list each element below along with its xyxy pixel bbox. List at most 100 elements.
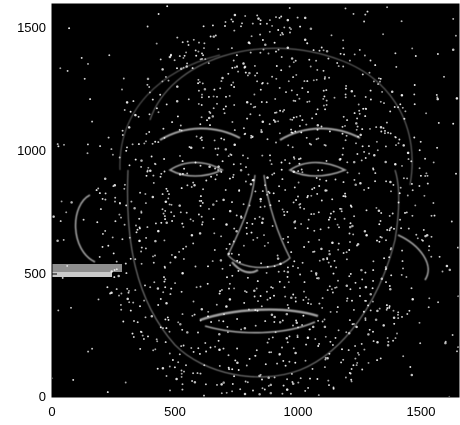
feature-dot — [239, 169, 243, 172]
feature-dot — [299, 206, 302, 209]
feature-dot — [234, 359, 237, 362]
feature-dot — [418, 185, 421, 187]
feature-dot — [297, 170, 300, 173]
feature-dot — [152, 261, 155, 264]
feature-dot — [336, 62, 339, 64]
feature-dot — [342, 47, 345, 50]
feature-dot — [118, 201, 121, 204]
feature-dot — [410, 182, 413, 185]
feature-dot — [202, 146, 205, 149]
feature-dot — [134, 289, 137, 292]
feature-dot — [382, 127, 385, 130]
feature-dot — [320, 125, 323, 128]
feature-dot — [385, 281, 387, 284]
feature-dot — [178, 173, 182, 176]
feature-dot — [165, 221, 168, 225]
feature-dot — [173, 215, 176, 218]
feature-dot — [410, 287, 413, 290]
x-tick-label-1500: 1500 — [407, 404, 436, 419]
feature-dot — [214, 34, 217, 37]
feature-dot — [197, 102, 200, 105]
feature-dot — [145, 236, 148, 239]
feature-dot — [414, 204, 417, 207]
feature-dot — [175, 100, 179, 103]
feature-dot — [292, 170, 296, 174]
feature-dot — [306, 100, 309, 103]
feature-dot — [345, 284, 349, 288]
feature-dot — [121, 238, 124, 241]
feature-dot — [334, 336, 337, 339]
feature-dot — [174, 256, 177, 259]
feature-dot — [268, 351, 271, 354]
feature-dot — [294, 100, 297, 102]
feature-dot — [299, 202, 302, 205]
feature-dot — [294, 130, 297, 133]
feature-dot — [264, 320, 267, 323]
feature-dot — [351, 299, 353, 302]
feature-dot — [376, 359, 379, 362]
feature-dot — [170, 53, 172, 56]
feature-dot — [266, 265, 269, 268]
feature-dot — [169, 389, 171, 392]
feature-dot — [265, 101, 268, 104]
feature-dot — [371, 300, 374, 303]
feature-dot — [260, 221, 264, 225]
feature-dot — [314, 272, 318, 275]
feature-dot — [308, 58, 311, 61]
feature-dot — [110, 148, 113, 151]
feature-dot — [294, 296, 297, 299]
feature-dot — [227, 252, 230, 256]
feature-dot — [128, 301, 131, 304]
feature-dot — [400, 94, 404, 97]
feature-dot — [418, 321, 421, 324]
feature-dot — [328, 285, 331, 288]
feature-dot — [322, 49, 325, 52]
feature-dot — [342, 181, 345, 184]
feature-dot — [212, 203, 215, 206]
feature-dot — [278, 280, 281, 283]
feature-dot — [183, 54, 186, 57]
feature-dot — [401, 164, 403, 167]
feature-dot — [383, 132, 386, 135]
feature-dot — [223, 112, 226, 115]
feature-dot — [297, 266, 299, 269]
feature-dot — [300, 131, 303, 134]
feature-dot — [436, 96, 439, 99]
feature-dot — [139, 330, 142, 333]
feature-dot — [168, 330, 171, 333]
feature-dot — [360, 268, 363, 272]
feature-dot — [413, 136, 416, 139]
feature-dot — [378, 223, 381, 226]
feature-dot — [224, 189, 227, 191]
feature-dot — [298, 162, 301, 165]
feature-dot — [299, 25, 302, 28]
feature-dot — [309, 65, 312, 68]
feature-dot — [107, 244, 110, 247]
feature-dot — [246, 157, 249, 160]
feature-dot — [303, 207, 306, 210]
feature-dot — [283, 286, 286, 289]
feature-dot — [194, 265, 197, 268]
feature-dot — [246, 74, 249, 77]
feature-dot — [165, 327, 168, 330]
feature-dot — [168, 365, 171, 368]
feature-dot — [357, 103, 360, 106]
feature-dot — [228, 243, 231, 246]
feature-dot — [437, 121, 440, 124]
feature-dot — [136, 228, 139, 231]
feature-dot — [292, 156, 295, 159]
feature-dot — [386, 344, 390, 347]
feature-dot — [150, 314, 154, 318]
feature-dot — [96, 221, 99, 224]
feature-dot — [259, 206, 262, 209]
feature-dot — [264, 363, 267, 366]
feature-dot — [199, 195, 202, 198]
feature-dot — [253, 295, 256, 298]
feature-dot — [208, 165, 211, 169]
feature-dot — [320, 247, 323, 251]
feature-dot — [271, 225, 274, 227]
feature-dot — [278, 185, 281, 188]
feature-dot — [260, 101, 263, 103]
feature-dot — [322, 89, 325, 92]
